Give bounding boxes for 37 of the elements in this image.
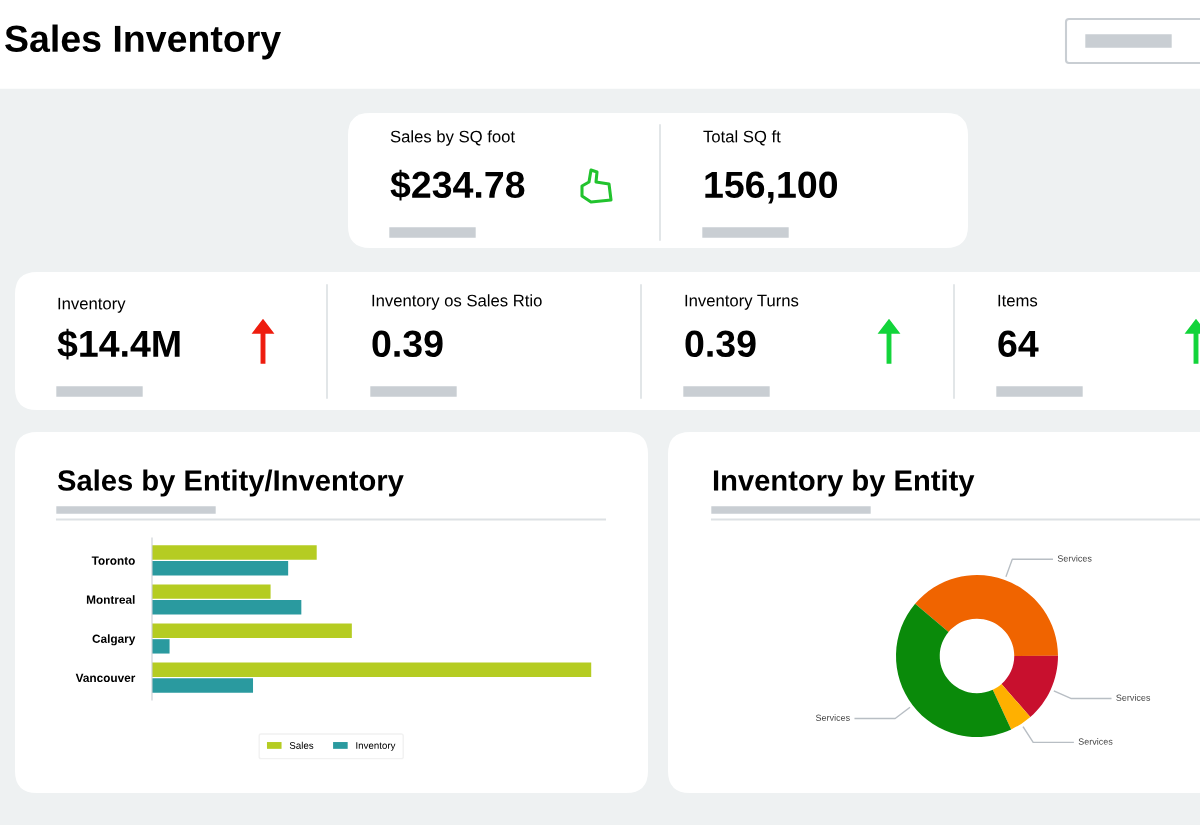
text: Total SQ ft bbox=[703, 130, 781, 146]
text: Sales Inventory bbox=[5, 24, 281, 60]
slice-label: Services bbox=[815, 714, 850, 721]
slice-label: Services bbox=[1078, 738, 1113, 745]
bar bbox=[152, 623, 352, 638]
donut-slice bbox=[896, 603, 1012, 737]
chart-title: Inventory by Entity bbox=[713, 469, 975, 497]
donut-slice bbox=[1001, 655, 1058, 717]
bar bbox=[152, 678, 254, 693]
bar bbox=[152, 600, 302, 615]
text: Inventory Turns bbox=[685, 294, 799, 310]
slice-label: Services bbox=[1057, 555, 1092, 562]
donut-slice bbox=[915, 575, 1058, 656]
text: $14.4M bbox=[57, 328, 180, 360]
legend-label: Inventory bbox=[356, 742, 396, 751]
text: 0.39 bbox=[372, 330, 443, 358]
slice-label: Services bbox=[1116, 694, 1151, 701]
text: 0.39 bbox=[685, 330, 756, 358]
text: Sales by SQ foot bbox=[390, 130, 515, 146]
legend-label: Sales bbox=[289, 741, 314, 749]
text: 64 bbox=[998, 330, 1039, 358]
chart-title: Sales by Entity/Inventory bbox=[57, 469, 404, 497]
text: Items bbox=[998, 294, 1038, 307]
y-tick-label: Vancouver bbox=[75, 673, 136, 683]
y-tick-label: Toronto bbox=[91, 556, 135, 565]
bar bbox=[152, 639, 170, 654]
text: 156,100 bbox=[705, 171, 838, 204]
y-tick-label: Montreal bbox=[86, 595, 135, 604]
bar bbox=[152, 584, 271, 599]
text: Inventory bbox=[58, 297, 126, 313]
y-tick-label: Calgary bbox=[92, 634, 136, 646]
bar bbox=[152, 561, 289, 576]
bar bbox=[152, 545, 317, 560]
donut-slice bbox=[992, 684, 1031, 730]
text: Inventory os Sales Rtio bbox=[372, 294, 542, 310]
text: $234.78 bbox=[390, 169, 525, 201]
bar bbox=[152, 662, 592, 677]
